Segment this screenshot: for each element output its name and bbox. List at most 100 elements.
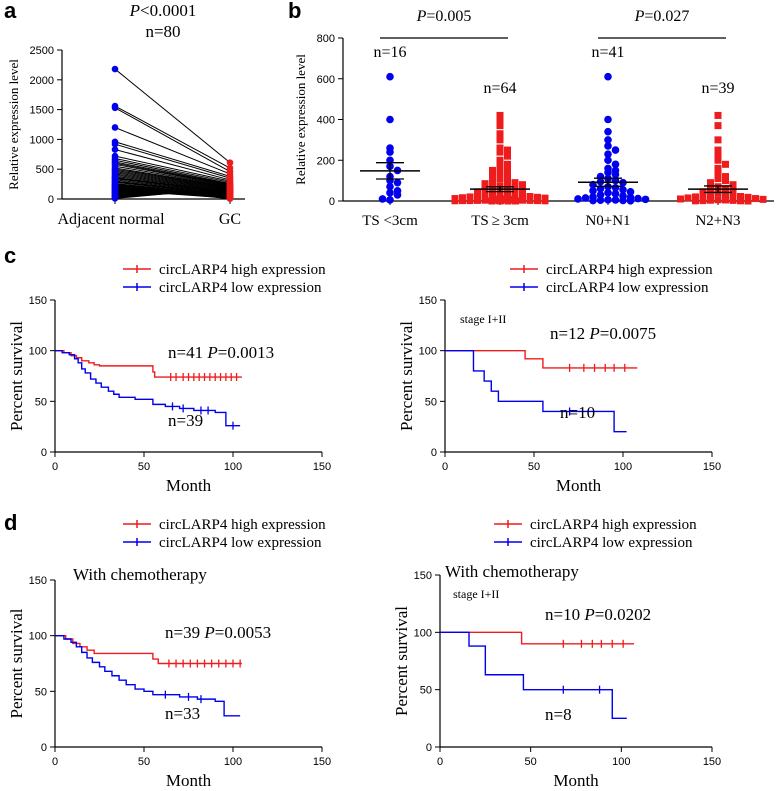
a-ylabel: Relative expression level [6,59,21,190]
a-p-value-part-1: <0.0001 [140,1,196,20]
km-d-left-xlabel: Month [166,771,212,790]
km-d-left-annotation-part-2: =0.0053 [215,623,271,642]
km-c-left-annotation-part-0: n=41 [168,343,207,362]
km-c-left-annotation: n=39 [168,411,203,430]
km-d-right-annotation-part-1: P [583,605,594,624]
a-pair-line [114,105,231,169]
a-pair-line [114,149,231,181]
km-d-right-annotation-part-2: =0.0202 [595,605,651,624]
b-point [496,130,504,138]
b-point [481,191,489,199]
b-n-label: n=16 [373,44,406,61]
b-point [489,178,496,186]
b-point [386,115,394,124]
b-n-label: n=39 [701,80,734,97]
km-c-right-xtick-label: 100 [614,461,632,473]
a-pair-line [114,172,231,190]
b-point [722,190,729,198]
km-c-right-xtick-label: 50 [528,461,540,473]
b-point [611,160,620,169]
km-c-right-annotation: n=12 P=0.0075 [550,324,656,343]
b-point [519,196,526,204]
km-d-left-ytick-label: 100 [29,631,47,643]
b-point [474,188,481,196]
b-point [684,194,692,202]
b-point [504,146,511,154]
b-ytick-label: 800 [317,33,335,45]
b-point [489,173,496,181]
a-ytick-label: 500 [36,164,54,176]
km-c-right-ytick-label: 100 [419,346,437,358]
km-c-right-ylabel: Percent survival [397,321,416,431]
b-point [707,191,714,199]
km-d-right-xtick-label: 100 [612,756,630,768]
km-d-left-xtick-label: 100 [224,756,242,768]
b-point [692,197,699,205]
km-c-right-xtick-label: 150 [703,461,721,473]
b-point [504,160,511,168]
b-point [386,182,394,191]
panel-label-d: d [4,510,17,535]
km-c-left-ytick-label: 0 [41,447,47,459]
b-point [707,179,714,187]
b-point [714,156,722,164]
panel-label-a: a [4,0,17,23]
b-point [729,196,737,204]
b-point [489,190,496,198]
b-point [589,196,597,205]
km-c-right-subtitle: stage I+II [460,312,506,326]
b-point [604,189,612,197]
b-point [634,194,642,203]
km-d-left-annotation: n=33 [165,704,200,723]
b-point [496,136,504,144]
km-c-left-xtick-label: 50 [138,461,150,473]
b-compare-p-part-0: P [634,8,645,25]
b-point [574,195,582,203]
a-ytick-label: 2500 [30,45,54,57]
km-d-right-ytick-label: 150 [414,570,432,582]
km-c-left: 0 50 100 150 0 50 100 150 Month Percent survival c… [7,262,331,495]
km-c-right: 0 50 100 150 0 50 100 150 Month Percent survival c… [397,262,721,495]
b-point [581,194,590,202]
km-d-left-xtick-label: 50 [138,756,150,768]
b-point [589,187,597,195]
b-point [619,185,627,194]
km-c-right-annotation-part-2: =0.0075 [600,324,656,343]
km-d-left-subtitle: With chemotherapy [73,565,207,584]
a-pair-line [114,171,231,189]
a-point-normal [111,104,119,112]
km-d-right-annotation-part-0: n=8 [545,705,572,724]
a-pair-line [114,165,231,187]
km-d-right-ytick-label: 0 [426,742,432,754]
km-c-left-curve [55,349,241,427]
a-pair-line [114,174,231,191]
b-xtick-label: N2+N3 [695,213,740,229]
b-point [526,193,534,201]
b-point [744,197,752,205]
b-point [496,182,504,190]
b-point [541,197,549,205]
b-point [504,152,511,160]
km-c-left-annotation-part-0: n=39 [168,411,203,430]
b-point [759,195,767,203]
a-point-normal [111,195,119,202]
km-c-left-xlabel: Month [166,476,212,495]
b-point [714,164,722,172]
km-c-left-ylabel: Percent survival [7,321,26,431]
km-d-left-ylabel: Percent survival [7,608,26,718]
a-point-normal [111,65,119,73]
b-point [393,178,402,187]
b-compare-p-part-1: =0.005 [426,8,471,25]
b-point [496,111,504,119]
b-ytick-label: 600 [317,74,335,86]
km-c-left-ytick-label: 100 [29,346,47,358]
b-point [596,191,605,199]
km-d-right-legend-label: circLARP4 high expression [530,517,697,533]
panel-label-b: b [288,0,301,23]
b-xtick-label: TS ≥ 3cm [471,213,529,229]
a-pair-line [114,159,231,184]
b-point [604,115,612,124]
b-xtick-label: N0+N1 [585,213,630,229]
a-ytick-label: 1500 [30,105,54,117]
